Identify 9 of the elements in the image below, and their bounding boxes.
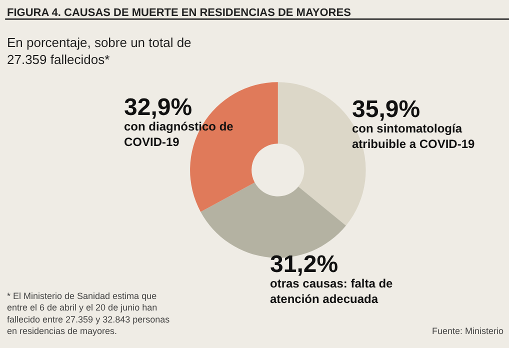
source-note: Fuente: Ministerio	[432, 326, 504, 336]
slice-label: con sintomatología atribuible a COVID-19	[352, 122, 476, 152]
chart-title: FIGURA 4. CAUSAS DE MUERTE EN RESIDENCIAS DE MAYORES	[7, 7, 351, 19]
data-label: 31,2%	[270, 251, 338, 278]
text: * El Ministerio de Sanidad estima que entre el 6 de abril y el 20 de junio han fallecido entre 27.359 y 32.843 personas en residencias de mayores.	[7, 291, 170, 336]
slice-label: otras causas: falta de atención adecuada	[270, 276, 394, 306]
chart-subtitle: En porcentaje, sobre un total de 27.359 fallecidos*	[7, 35, 192, 67]
data-label: 35,9%	[352, 96, 420, 123]
data-label: 32,9%	[124, 94, 192, 121]
